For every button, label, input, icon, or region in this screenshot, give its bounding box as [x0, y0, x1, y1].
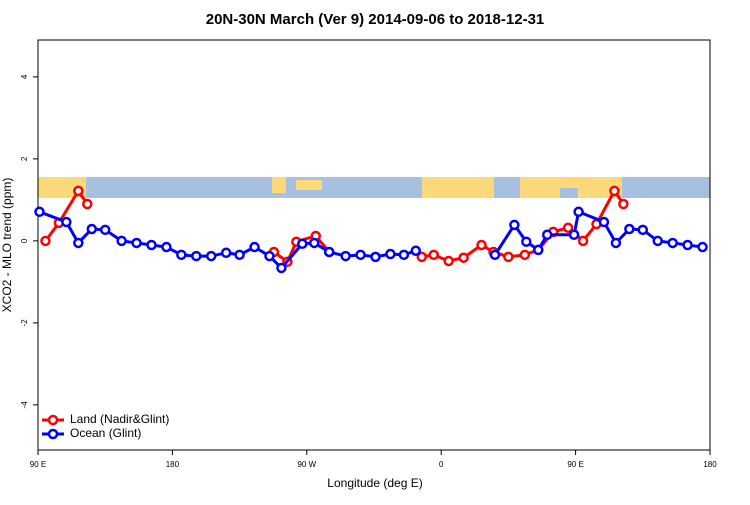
point — [370, 251, 381, 263]
point — [234, 249, 245, 261]
point — [682, 239, 693, 251]
point — [161, 241, 172, 253]
point — [521, 236, 532, 247]
point — [264, 250, 275, 262]
x-tick-label: 180 — [703, 460, 717, 469]
point — [667, 237, 678, 249]
point — [297, 238, 308, 250]
point — [541, 229, 553, 240]
point — [220, 247, 232, 259]
y-tick-label: 4 — [20, 74, 29, 79]
point — [618, 198, 629, 210]
point — [205, 250, 217, 262]
point — [519, 249, 531, 261]
point — [146, 239, 157, 251]
point — [562, 222, 574, 234]
point — [637, 224, 649, 236]
point — [533, 244, 544, 256]
point — [598, 216, 610, 228]
x-tick-label: 90 E — [30, 460, 46, 469]
point — [458, 252, 469, 263]
point — [385, 248, 396, 260]
point — [40, 235, 51, 247]
x-axis-label: Longitude (deg E) — [327, 476, 422, 490]
y-tick-label: -4 — [20, 401, 29, 409]
point — [428, 249, 439, 261]
point — [276, 262, 287, 274]
point — [249, 241, 260, 253]
plot-frame — [37, 39, 711, 451]
legend-label: Ocean (Glint) — [70, 426, 141, 440]
y-axis-label: XCO2 - MLO trend (ppm) — [0, 178, 14, 313]
point — [609, 185, 620, 197]
x-tick-label: 0 — [439, 460, 444, 469]
point — [191, 250, 202, 262]
point — [131, 237, 142, 249]
point — [503, 251, 514, 263]
map-band — [38, 177, 710, 198]
legend-label: Land (Nadir&Glint) — [70, 412, 169, 426]
point — [652, 235, 663, 247]
point — [61, 216, 72, 228]
point — [73, 237, 84, 249]
point — [476, 239, 487, 251]
point — [489, 249, 501, 261]
point — [355, 249, 366, 261]
point — [73, 185, 84, 197]
point — [443, 255, 454, 267]
legend-marker — [47, 428, 59, 440]
point — [398, 249, 410, 261]
x-tick-label: 180 — [166, 460, 180, 469]
point — [568, 229, 580, 240]
legend: Land (Nadir&Glint)Ocean (Glint) — [42, 412, 169, 440]
point — [34, 206, 45, 218]
point — [610, 237, 622, 249]
point — [116, 235, 127, 247]
point — [509, 219, 520, 231]
point — [86, 223, 98, 235]
y-tick-label: 2 — [20, 156, 29, 161]
y-tick-label: -2 — [20, 319, 29, 327]
legend-marker — [47, 414, 59, 426]
point — [176, 249, 187, 261]
x-tick-label: 90 E — [567, 460, 583, 469]
point — [99, 224, 111, 236]
point — [309, 237, 320, 249]
x-tick-label: 90 W — [297, 460, 316, 469]
point — [416, 251, 428, 263]
point — [573, 206, 584, 218]
point — [323, 246, 335, 258]
point — [624, 223, 635, 235]
point — [577, 235, 589, 247]
point — [340, 250, 351, 262]
point — [410, 245, 422, 256]
y-tick-label: 0 — [20, 238, 29, 243]
point — [82, 198, 93, 210]
point — [697, 241, 708, 253]
chart-title: 20N-30N March (Ver 9) 2014-09-06 to 2018… — [206, 11, 545, 28]
